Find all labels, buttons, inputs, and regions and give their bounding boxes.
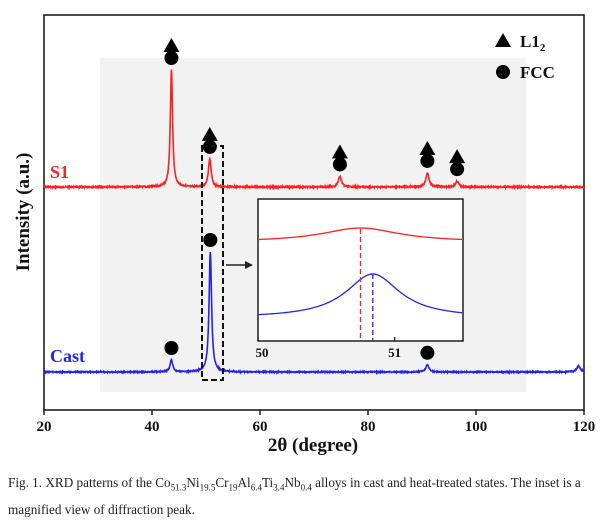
legend: L12 FCC	[495, 32, 555, 82]
caption-text: Fig. 1. XRD patterns of the Co	[8, 475, 171, 490]
series-line-cast	[43, 252, 585, 376]
inset-line-s1	[257, 227, 464, 241]
caption-sub: 19	[228, 482, 238, 493]
legend-label-fcc: FCC	[520, 63, 555, 82]
x-tick-label: 60	[253, 419, 268, 435]
l12-marker	[201, 126, 218, 141]
inset-tick-label: 50	[256, 345, 269, 360]
fcc-marker	[450, 162, 465, 177]
l12-marker	[449, 149, 466, 164]
xrd-figure: 20 40 60 80 100 120 2θ (degree) Intensity (a.…	[13, 14, 596, 456]
series-line-s1	[43, 69, 585, 191]
caption-text: Nb	[284, 475, 301, 490]
caption-text: Al	[237, 475, 251, 490]
caption-sub: 51.3	[170, 482, 187, 493]
legend-label-l12: L12	[520, 32, 546, 54]
caption-sub: 19.5	[199, 482, 216, 493]
caption-sub: 6.4	[250, 482, 262, 493]
caption-text: Ni	[186, 475, 200, 490]
l12-marker	[419, 140, 436, 155]
legend-circle-icon	[496, 65, 510, 79]
fcc-marker	[420, 345, 435, 360]
x-axis-label: 2θ (degree)	[268, 435, 358, 456]
inset-tick-label: 51	[388, 345, 401, 360]
l12-marker	[163, 38, 180, 52]
x-tick-label: 80	[361, 419, 376, 435]
x-ticks: 20 40 60 80 100 120	[37, 410, 596, 435]
x-tick-label: 100	[465, 419, 488, 435]
caption-text: Ti	[261, 475, 274, 490]
fcc-marker	[420, 153, 435, 168]
legend-triangle-icon	[495, 33, 511, 47]
caption-sub: 3.4	[273, 482, 285, 493]
x-tick-label: 20	[37, 419, 52, 435]
fcc-marker	[202, 139, 217, 154]
inset-arrowhead	[245, 261, 253, 269]
l12-marker	[331, 144, 348, 159]
inset-selection-box	[201, 145, 224, 381]
y-axis-label: Intensity (a.u.)	[13, 153, 34, 272]
figure-caption: Fig. 1. XRD patterns of the Co51.3Ni19.5…	[8, 472, 606, 520]
series-label-s1: S1	[50, 162, 69, 182]
phase-markers	[163, 38, 466, 360]
fcc-marker	[332, 157, 347, 172]
caption-sub: 0.4	[300, 482, 312, 493]
caption-text: alloys in cast and heat-treated states. …	[8, 475, 581, 517]
fcc-marker	[164, 341, 179, 355]
series-label-cast: Cast	[50, 346, 85, 366]
x-tick-label: 120	[573, 419, 596, 435]
x-tick-label: 40	[145, 419, 160, 435]
caption-text: Cr	[215, 475, 229, 490]
fcc-marker	[164, 51, 179, 65]
axes-frame	[43, 14, 585, 411]
inset-x-ticks: 50 51	[256, 337, 401, 360]
fcc-marker	[203, 233, 218, 247]
